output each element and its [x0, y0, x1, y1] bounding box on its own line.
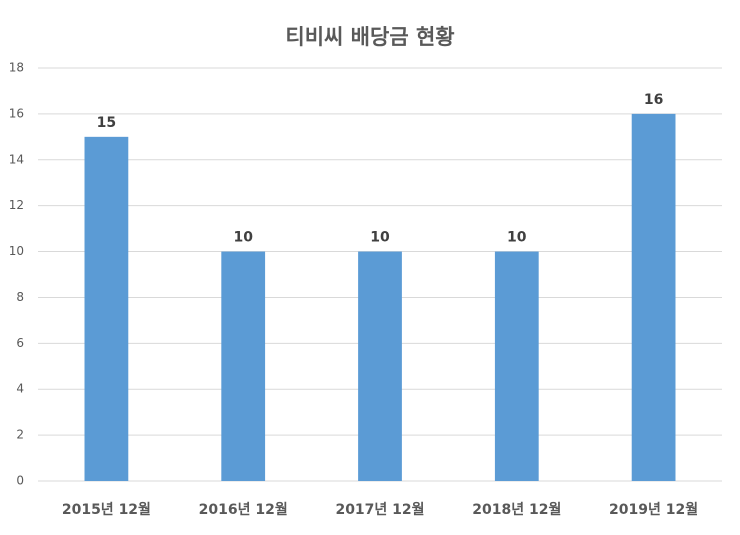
y-tick-label: 12	[9, 198, 24, 212]
x-tick-label: 2016년 12월	[199, 501, 288, 518]
chart-title: 티비씨 배당금 현황	[285, 25, 454, 49]
x-tick-label: 2018년 12월	[472, 501, 561, 518]
y-tick-label: 16	[9, 106, 24, 120]
bar	[358, 251, 402, 481]
y-tick-label: 0	[16, 474, 24, 488]
x-tick-label: 2017년 12월	[335, 501, 424, 518]
y-tick-label: 2	[16, 428, 24, 442]
data-label: 10	[370, 230, 390, 246]
bar	[494, 251, 539, 481]
data-label: 10	[507, 230, 527, 246]
y-tick-label: 8	[16, 290, 24, 304]
data-label: 10	[233, 230, 253, 246]
data-label: 15	[97, 115, 116, 131]
y-tick-label: 6	[16, 336, 24, 350]
y-tick-label: 4	[16, 382, 24, 396]
x-tick-label: 2015년 12월	[62, 501, 151, 518]
bar	[84, 136, 129, 482]
bar	[221, 251, 266, 481]
bar	[631, 113, 676, 481]
y-tick-label: 10	[9, 244, 24, 258]
y-tick-label: 14	[9, 152, 24, 166]
x-tick-label: 2019년 12월	[609, 501, 698, 518]
data-label: 16	[644, 92, 663, 108]
y-tick-label: 18	[9, 61, 24, 75]
